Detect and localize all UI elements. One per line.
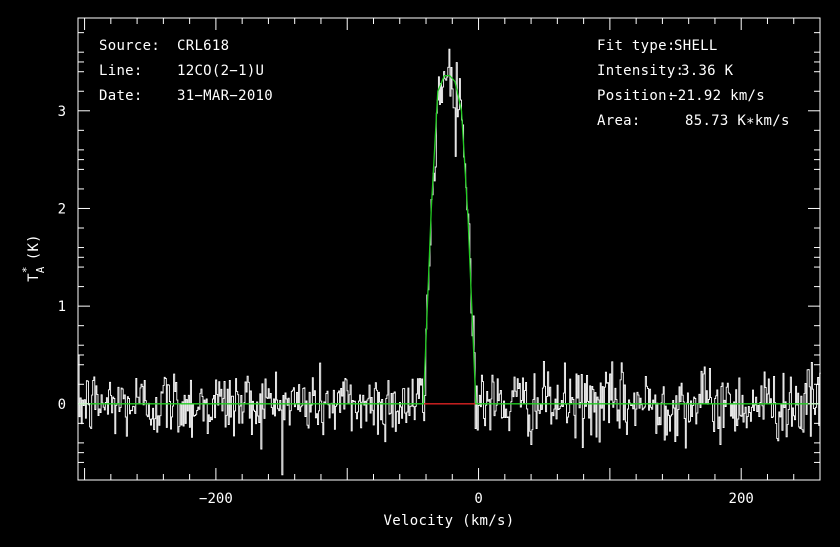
y-axis-label-main: T — [26, 273, 42, 282]
info-right-value: −21.92 km/s — [669, 88, 765, 104]
info-left-key: Line: — [99, 63, 143, 79]
y-axis-label-sup: * — [20, 266, 33, 273]
y-axis-label-sub: A — [34, 266, 47, 273]
y-axis-label: T*A (K) — [20, 234, 47, 282]
svg-text:T*A(K): T*A (K) — [20, 234, 47, 282]
info-left-key: Source: — [99, 38, 160, 54]
plot-frame — [77, 17, 821, 481]
info-left-value: 31−MAR−2010 — [177, 88, 273, 104]
info-right-key: Position: — [597, 88, 676, 104]
info-right-value: 3.36 K — [681, 63, 734, 79]
x-tick-label: 200 — [729, 491, 754, 507]
x-tick-label: 0 — [474, 491, 482, 507]
x-tick-label: −200 — [199, 491, 233, 507]
x-axis-label: Velocity (km/s) — [384, 513, 515, 529]
ticks-layer: −200 0 200 0 1 2 3 — [58, 18, 820, 507]
info-left-key: Date: — [99, 88, 143, 104]
y-axis-label-unit: (K) — [26, 234, 42, 260]
info-right-panel: Fit type: SHELL Intensity: 3.36 K Positi… — [597, 38, 790, 129]
fit-curve — [78, 74, 820, 405]
info-right-key: Intensity: — [597, 63, 684, 79]
data-layer — [78, 48, 821, 476]
y-tick-label: 2 — [58, 201, 66, 217]
info-right-value: SHELL — [674, 38, 718, 54]
info-right-key: Area: — [597, 113, 641, 129]
y-tick-label: 3 — [58, 104, 66, 120]
y-tick-label: 0 — [58, 397, 66, 413]
y-tick-label: 1 — [58, 299, 66, 315]
info-left-value: 12CO(2−1)U — [177, 63, 264, 79]
info-left-value: CRL618 — [177, 38, 229, 54]
info-left-panel: Source: CRL618 Line: 12CO(2−1)U Date: 31… — [99, 38, 273, 104]
info-right-key: Fit type: — [597, 38, 676, 54]
info-right-value: 85.73 K∗km/s — [685, 113, 790, 129]
spectrum-line — [78, 48, 821, 476]
